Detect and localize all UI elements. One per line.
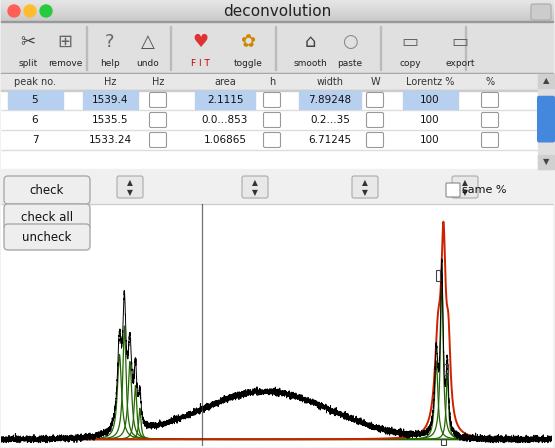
Bar xyxy=(1,204,552,446)
Text: 100: 100 xyxy=(420,95,440,105)
Text: ▼: ▼ xyxy=(362,189,368,198)
Text: 7.89248: 7.89248 xyxy=(309,95,351,105)
Text: 0.2...35: 0.2...35 xyxy=(310,115,350,125)
Bar xyxy=(1,0,553,1)
Text: area: area xyxy=(214,77,236,87)
Bar xyxy=(1,74,538,90)
Text: ✂: ✂ xyxy=(21,33,36,51)
FancyBboxPatch shape xyxy=(4,224,90,250)
Bar xyxy=(538,74,554,169)
Bar xyxy=(1,73,553,74)
Bar xyxy=(1,22,553,74)
Text: copy: copy xyxy=(399,59,421,68)
Text: 5: 5 xyxy=(32,95,38,105)
Text: W: W xyxy=(370,77,380,87)
Text: 1533.24: 1533.24 xyxy=(88,135,132,145)
Bar xyxy=(1,2,553,3)
Bar xyxy=(1,10,553,11)
Bar xyxy=(195,91,255,109)
Text: paste: paste xyxy=(337,59,362,68)
Text: ▭: ▭ xyxy=(452,33,468,51)
Text: ▼: ▼ xyxy=(462,189,468,198)
Circle shape xyxy=(24,5,36,17)
Bar xyxy=(1,6,553,7)
Text: F I T: F I T xyxy=(190,59,209,68)
Bar xyxy=(402,91,457,109)
Bar xyxy=(1,19,553,20)
Bar xyxy=(83,91,138,109)
FancyBboxPatch shape xyxy=(452,176,478,198)
Text: 1535.5: 1535.5 xyxy=(92,115,128,125)
Text: ○: ○ xyxy=(342,33,358,51)
Bar xyxy=(86,26,87,70)
Bar xyxy=(538,74,554,88)
Bar xyxy=(1,109,538,110)
Text: uncheck: uncheck xyxy=(22,231,72,244)
FancyBboxPatch shape xyxy=(446,183,460,197)
Text: help: help xyxy=(100,59,120,68)
Text: remove: remove xyxy=(48,59,82,68)
Bar xyxy=(1,3,553,4)
Bar xyxy=(8,91,63,109)
Bar xyxy=(1,15,553,16)
FancyBboxPatch shape xyxy=(352,176,378,198)
Text: split: split xyxy=(18,59,38,68)
Bar xyxy=(1,21,553,22)
Text: ▲: ▲ xyxy=(543,77,549,86)
FancyBboxPatch shape xyxy=(482,133,498,147)
Text: smooth: smooth xyxy=(293,59,327,68)
Text: 7: 7 xyxy=(32,135,38,145)
Bar xyxy=(1,7,553,8)
Text: Lorentz %: Lorentz % xyxy=(406,77,454,87)
Text: 6: 6 xyxy=(32,115,38,125)
Bar xyxy=(380,26,381,70)
Text: export: export xyxy=(445,59,475,68)
Bar xyxy=(1,14,553,15)
Bar xyxy=(436,271,440,281)
Bar xyxy=(1,9,553,10)
Text: ▭: ▭ xyxy=(401,33,418,51)
Text: ▲: ▲ xyxy=(362,178,368,188)
Text: %: % xyxy=(486,77,495,87)
Bar xyxy=(1,17,553,18)
Bar xyxy=(1,169,553,204)
Text: peak no.: peak no. xyxy=(14,77,56,87)
Text: check all: check all xyxy=(21,211,73,224)
FancyBboxPatch shape xyxy=(264,133,280,147)
Text: 0.0...853: 0.0...853 xyxy=(202,115,248,125)
Text: ▲: ▲ xyxy=(127,178,133,188)
FancyBboxPatch shape xyxy=(366,92,384,108)
FancyBboxPatch shape xyxy=(482,112,498,128)
Circle shape xyxy=(40,5,52,17)
Text: ⊞: ⊞ xyxy=(57,33,73,51)
FancyBboxPatch shape xyxy=(366,133,384,147)
Bar xyxy=(1,5,553,6)
Text: 2.1115: 2.1115 xyxy=(207,95,243,105)
FancyBboxPatch shape xyxy=(4,176,90,204)
Bar xyxy=(538,155,554,169)
Text: ♥: ♥ xyxy=(192,33,208,51)
Bar xyxy=(1,20,553,21)
Text: Hz: Hz xyxy=(152,77,164,87)
FancyBboxPatch shape xyxy=(117,176,143,198)
Text: ▼: ▼ xyxy=(252,189,258,198)
Bar xyxy=(1,129,538,130)
Bar xyxy=(275,26,276,70)
Bar xyxy=(170,26,171,70)
Bar xyxy=(1,1,553,2)
Bar xyxy=(441,439,446,445)
FancyBboxPatch shape xyxy=(366,112,384,128)
FancyBboxPatch shape xyxy=(149,112,166,128)
FancyBboxPatch shape xyxy=(482,92,498,108)
Bar xyxy=(1,18,553,19)
FancyBboxPatch shape xyxy=(149,92,166,108)
Text: deconvolution: deconvolution xyxy=(223,4,332,18)
Text: ▼: ▼ xyxy=(543,158,549,167)
Bar xyxy=(299,91,361,109)
Text: 100: 100 xyxy=(420,115,440,125)
Bar xyxy=(1,203,553,204)
Text: ⌂: ⌂ xyxy=(304,33,316,51)
Text: ?: ? xyxy=(105,33,115,51)
Bar xyxy=(1,21,553,22)
